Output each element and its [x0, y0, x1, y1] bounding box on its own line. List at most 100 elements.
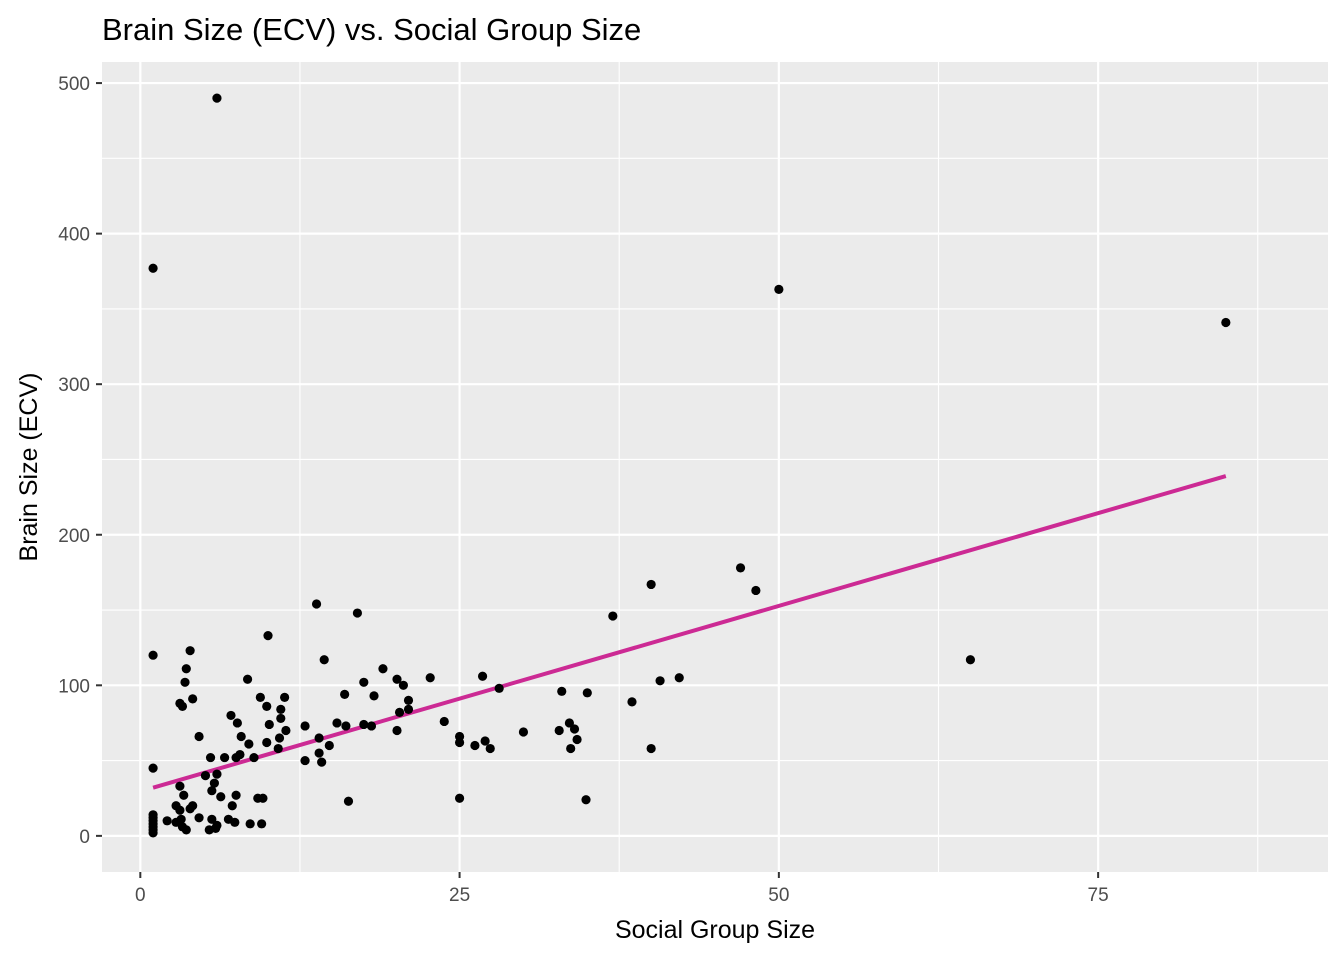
y-axis: 0 100 200 300 400 500: [58, 74, 102, 848]
data-point: [674, 673, 684, 683]
data-point: [392, 674, 402, 684]
data-point: [646, 579, 656, 590]
data-point: [176, 814, 186, 824]
trend-layer: [152, 474, 1227, 790]
data-point: [394, 707, 405, 718]
data-point: [244, 739, 254, 749]
data-point: [557, 686, 567, 696]
y-tick-label: 200: [58, 526, 90, 547]
data-point: [280, 692, 290, 702]
data-point: [735, 563, 746, 573]
data-point: [273, 743, 283, 754]
data-point: [263, 631, 273, 641]
data-point: [572, 734, 582, 745]
data-point: [276, 704, 286, 714]
x-tick-label: 75: [1088, 885, 1109, 906]
data-point: [403, 704, 414, 714]
data-point: [231, 790, 241, 800]
data-point: [470, 740, 480, 751]
y-tick-label: 300: [58, 375, 90, 396]
data-point: [185, 646, 195, 656]
y-tick-label: 100: [58, 676, 90, 697]
data-point: [300, 755, 310, 766]
data-point: [220, 752, 230, 763]
data-point: [181, 825, 191, 835]
data-point: [965, 655, 976, 665]
data-point: [188, 694, 198, 704]
data-point: [226, 710, 236, 721]
data-point: [403, 695, 414, 705]
data-point: [343, 796, 354, 806]
points-layer: [148, 93, 1231, 838]
data-point: [180, 677, 190, 687]
data-point: [148, 828, 158, 838]
plot-panel: [102, 62, 1328, 872]
data-point: [581, 795, 591, 805]
data-point: [1221, 317, 1231, 328]
data-point: [211, 823, 221, 833]
data-point: [171, 801, 181, 811]
data-point: [554, 725, 564, 736]
data-point: [332, 718, 342, 728]
data-point: [378, 664, 388, 674]
data-point: [212, 93, 222, 103]
data-point: [569, 724, 580, 734]
data-point: [148, 650, 158, 660]
data-point: [185, 804, 195, 814]
data-point: [751, 585, 761, 596]
data-point: [494, 683, 504, 693]
data-point: [319, 655, 329, 665]
data-point: [148, 263, 158, 273]
data-point: [231, 752, 241, 763]
data-point: [359, 677, 369, 687]
data-point: [245, 819, 255, 829]
data-point: [242, 674, 253, 684]
data-point: [209, 778, 219, 788]
data-point: [314, 748, 324, 758]
data-point: [439, 716, 449, 727]
data-point: [194, 731, 204, 742]
y-tick-label: 500: [58, 74, 90, 95]
y-axis-title: Brain Size (ECV): [15, 373, 43, 562]
data-point: [212, 769, 222, 779]
minor-gridlines: [102, 62, 1328, 872]
data-point: [162, 816, 172, 826]
data-point: [627, 697, 637, 707]
chart-title: Brain Size (ECV) vs. Social Group Size: [102, 12, 641, 47]
data-point: [200, 771, 211, 781]
data-point: [262, 737, 272, 748]
data-point: [582, 688, 592, 698]
data-point: [392, 725, 402, 736]
data-point: [608, 611, 618, 621]
data-point: [179, 790, 189, 800]
data-point: [253, 793, 263, 803]
x-axis: 0 25 50 75: [135, 872, 1109, 906]
data-point: [227, 801, 237, 811]
data-point: [262, 701, 272, 711]
data-point: [255, 692, 265, 702]
data-point: [480, 736, 490, 746]
data-point: [454, 793, 465, 803]
data-point: [324, 740, 334, 751]
data-point: [205, 752, 216, 763]
data-point: [646, 743, 656, 754]
data-point: [281, 725, 291, 736]
data-point: [477, 671, 488, 681]
data-point: [232, 718, 242, 728]
y-tick-label: 0: [79, 827, 90, 848]
data-point: [485, 743, 495, 754]
data-point: [236, 731, 246, 742]
data-point: [148, 763, 158, 773]
data-point: [207, 786, 217, 796]
data-point: [352, 608, 363, 618]
data-point: [454, 737, 465, 748]
data-point: [518, 727, 529, 737]
data-point: [175, 698, 185, 708]
data-point: [340, 689, 350, 699]
x-tick-label: 0: [135, 885, 146, 906]
y-tick-label: 400: [58, 225, 90, 246]
data-point: [181, 664, 191, 674]
data-point: [564, 718, 575, 728]
data-point: [774, 284, 784, 294]
